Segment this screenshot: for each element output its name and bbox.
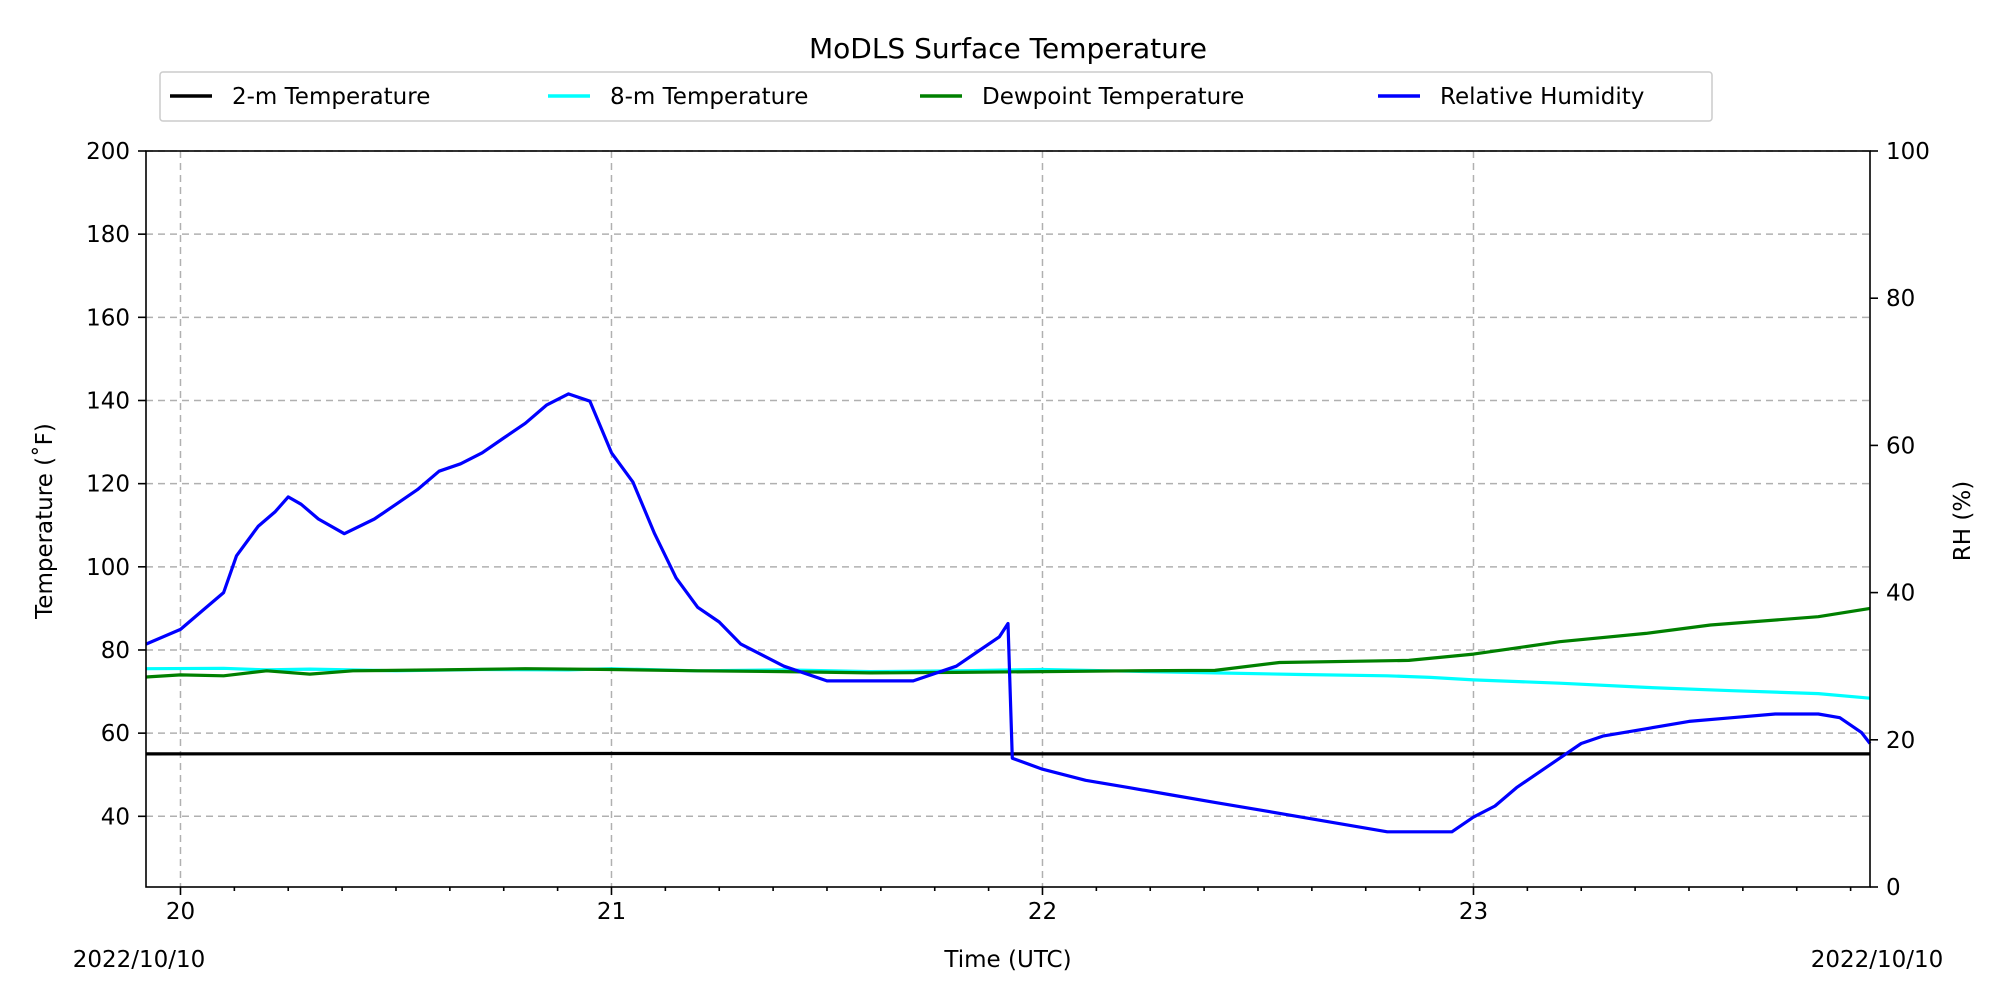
left-y-tick-label: 120 <box>86 472 130 498</box>
series-line-dewpoint-temperature <box>145 606 1871 679</box>
left-y-tick-label: 180 <box>86 222 130 248</box>
legend-label: Dewpoint Temperature <box>982 84 1244 110</box>
left-y-tick-label: 160 <box>86 305 130 331</box>
legend-label: 2-m Temperature <box>232 84 430 110</box>
right-y-tick-label: 100 <box>1886 139 1930 165</box>
series-line-relative-humidity <box>145 392 1872 834</box>
axes: 40 60 80 100 120 140 160 180 200 0 20 40 60 80 100 20 21… <box>86 139 1930 925</box>
left-y-tick-label: 140 <box>86 388 130 414</box>
x-axis-label: Time (UTC) <box>943 947 1071 973</box>
right-y-axis-label: RH (%) <box>1950 481 1976 561</box>
right-y-tick-label: 0 <box>1886 875 1901 901</box>
legend-label: Relative Humidity <box>1440 84 1644 110</box>
chart-title: MoDLS Surface Temperature <box>809 32 1207 65</box>
x-end-date-label: 2022/10/10 <box>1811 947 1944 973</box>
grid-lines <box>146 150 1870 887</box>
x-tick-label: 20 <box>166 899 195 925</box>
x-tick-label: 22 <box>1028 899 1057 925</box>
left-y-tick-label: 80 <box>101 638 130 664</box>
left-y-tick-label: 60 <box>101 721 130 747</box>
plot-lines <box>145 392 1872 834</box>
legend: 2-m Temperature 8-m Temperature Dewpoint T… <box>159 71 1713 122</box>
left-y-tick-label: 100 <box>86 555 130 581</box>
legend-label: 8-m Temperature <box>610 84 808 110</box>
x-start-date-label: 2022/10/10 <box>73 947 206 973</box>
plot-frame <box>145 150 1871 888</box>
right-y-tick-label: 40 <box>1886 581 1915 607</box>
x-tick-label: 23 <box>1459 899 1488 925</box>
x-tick-label: 21 <box>597 899 626 925</box>
right-y-tick-label: 60 <box>1886 433 1915 459</box>
left-y-tick-label: 40 <box>101 804 130 830</box>
left-y-axis-label: Temperature (˚F) <box>31 423 58 620</box>
left-y-tick-label: 200 <box>86 139 130 165</box>
right-y-tick-label: 20 <box>1886 728 1915 754</box>
right-y-tick-label: 80 <box>1886 286 1915 312</box>
